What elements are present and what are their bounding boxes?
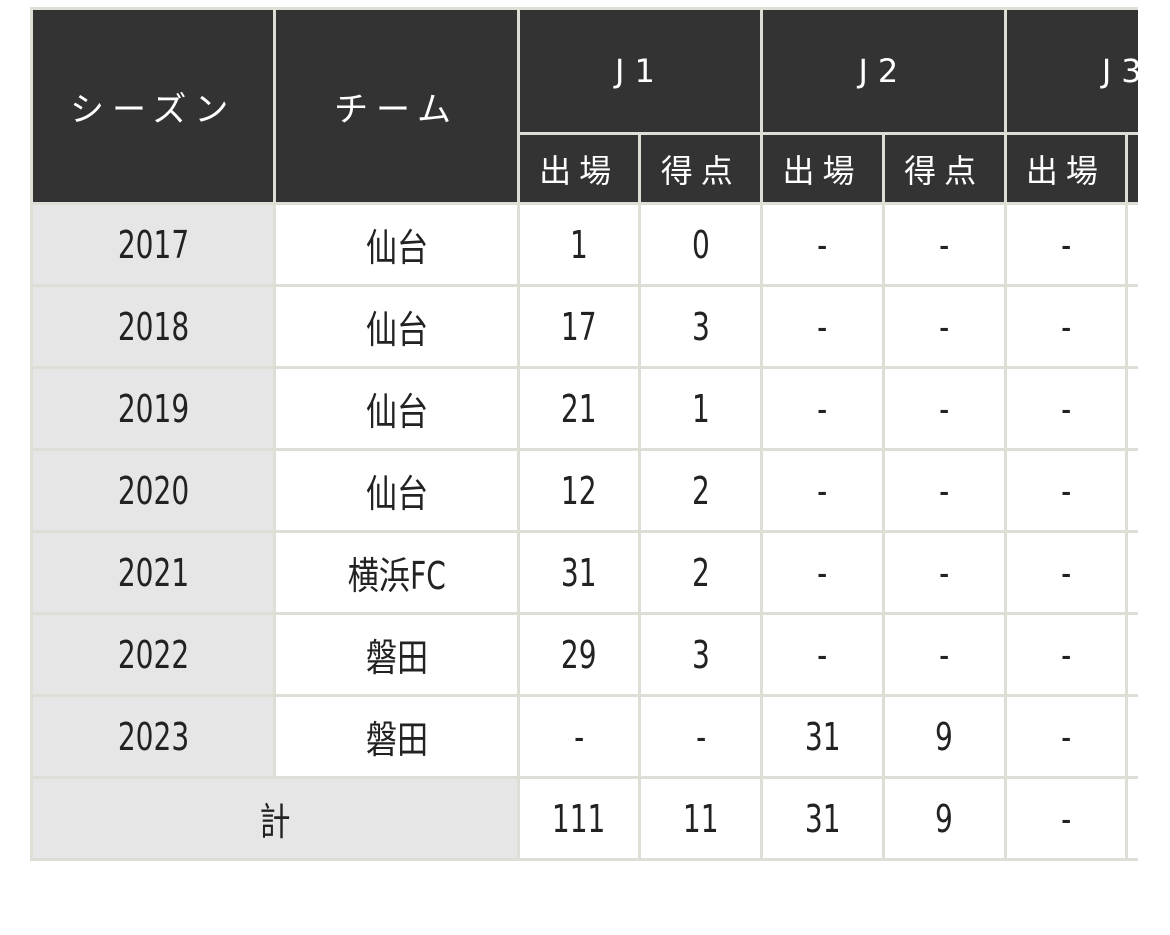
j1-goals-cell: 2 xyxy=(638,448,764,533)
j1-apps-cell: - xyxy=(516,694,642,779)
j1-goals-cell: - xyxy=(638,694,764,779)
table-row: 2023 磐田 - - 31 9 - xyxy=(30,694,1138,779)
j1-apps-cell: 29 xyxy=(516,612,642,697)
season-cell: 2020 xyxy=(30,448,277,533)
header-j1: J1 xyxy=(516,7,764,135)
j1-goals-cell: 1 xyxy=(638,366,764,451)
j2-apps-cell: - xyxy=(760,284,885,369)
table-row: 2020 仙台 12 2 - - - xyxy=(30,448,1138,533)
team-cell: 仙台 xyxy=(273,284,520,369)
j1-goals-cell: 3 xyxy=(638,612,764,697)
total-j1-goals: 11 xyxy=(638,776,764,861)
team-cell: 横浜FC xyxy=(273,530,520,615)
season-cell: 2019 xyxy=(30,366,277,451)
table-row: 2018 仙台 17 3 - - - xyxy=(30,284,1138,369)
j1-goals-cell: 3 xyxy=(638,284,764,369)
header-row-sub: 出場 得点 出場 得点 出場 得点 xyxy=(32,132,1138,205)
j3-goals-cell xyxy=(1125,530,1138,615)
header-j3-goals: 得点 xyxy=(1125,132,1138,205)
total-label: 計 xyxy=(30,776,520,861)
total-j2-goals: 9 xyxy=(881,776,1007,861)
total-j2-apps: 31 xyxy=(760,776,885,861)
j2-goals-cell: - xyxy=(881,448,1007,533)
team-cell: 仙台 xyxy=(273,448,520,533)
j1-apps-cell: 17 xyxy=(516,284,642,369)
j2-goals-cell: - xyxy=(881,202,1007,287)
j3-apps-cell: - xyxy=(1003,448,1129,533)
j3-apps-cell: - xyxy=(1003,694,1129,779)
season-cell: 2017 xyxy=(30,202,277,287)
j2-apps-cell: - xyxy=(760,202,885,287)
season-cell: 2018 xyxy=(30,284,277,369)
team-cell: 仙台 xyxy=(273,202,520,287)
j3-apps-cell: - xyxy=(1003,202,1129,287)
header-j3-apps: 出場 xyxy=(1003,132,1129,205)
j2-goals-cell: - xyxy=(881,530,1007,615)
header-j2-goals: 得点 xyxy=(881,132,1007,205)
header-j1-goals: 得点 xyxy=(638,132,764,205)
season-cell: 2022 xyxy=(30,612,277,697)
j2-apps-cell: 31 xyxy=(760,694,885,779)
header-team: チーム xyxy=(273,7,520,205)
j1-apps-cell: 12 xyxy=(516,448,642,533)
team-cell: 磐田 xyxy=(273,694,520,779)
header-row-leagues: シーズン チーム J1 J2 J3 xyxy=(30,7,1138,205)
j2-goals-cell: - xyxy=(881,284,1007,369)
table-row: 2021 横浜FC 31 2 - - - xyxy=(30,530,1138,615)
j3-apps-cell: - xyxy=(1003,284,1129,369)
stats-table-container: シーズン チーム J1 J2 J3 出場 得点 出場 得点 出場 得点 2017… xyxy=(30,7,1138,900)
j3-apps-cell: - xyxy=(1003,612,1129,697)
j3-goals-cell xyxy=(1125,202,1138,287)
j3-goals-cell xyxy=(1125,694,1138,779)
j1-apps-cell: 1 xyxy=(516,202,642,287)
total-row: 計 111 11 31 9 - xyxy=(30,776,1138,861)
j2-apps-cell: - xyxy=(760,448,885,533)
j2-apps-cell: - xyxy=(760,612,885,697)
j2-goals-cell: 9 xyxy=(881,694,1007,779)
j3-apps-cell: - xyxy=(1003,530,1129,615)
season-cell: 2021 xyxy=(30,530,277,615)
j1-goals-cell: 0 xyxy=(638,202,764,287)
header-j3: J3 xyxy=(1003,7,1138,135)
header-season: シーズン xyxy=(30,7,277,205)
season-cell: 2023 xyxy=(30,694,277,779)
j1-apps-cell: 21 xyxy=(516,366,642,451)
j2-goals-cell: - xyxy=(881,612,1007,697)
career-stats-table: シーズン チーム J1 J2 J3 出場 得点 出場 得点 出場 得点 2017… xyxy=(30,7,1138,861)
table-row: 2022 磐田 29 3 - - - xyxy=(30,612,1138,697)
j3-goals-cell xyxy=(1125,448,1138,533)
j3-goals-cell xyxy=(1125,612,1138,697)
total-j3-goals xyxy=(1125,776,1138,861)
j2-apps-cell: - xyxy=(760,366,885,451)
header-j2: J2 xyxy=(760,7,1007,135)
j2-apps-cell: - xyxy=(760,530,885,615)
j3-goals-cell xyxy=(1125,366,1138,451)
header-j1-apps: 出場 xyxy=(516,132,642,205)
team-cell: 磐田 xyxy=(273,612,520,697)
total-j3-apps: - xyxy=(1003,776,1129,861)
total-j1-apps: 111 xyxy=(516,776,642,861)
table-row: 2017 仙台 1 0 - - - xyxy=(30,202,1138,287)
j1-goals-cell: 2 xyxy=(638,530,764,615)
j3-apps-cell: - xyxy=(1003,366,1129,451)
header-j2-apps: 出場 xyxy=(760,132,885,205)
j2-goals-cell: - xyxy=(881,366,1007,451)
j1-apps-cell: 31 xyxy=(516,530,642,615)
table-row: 2019 仙台 21 1 - - - xyxy=(30,366,1138,451)
j3-goals-cell xyxy=(1125,284,1138,369)
team-cell: 仙台 xyxy=(273,366,520,451)
